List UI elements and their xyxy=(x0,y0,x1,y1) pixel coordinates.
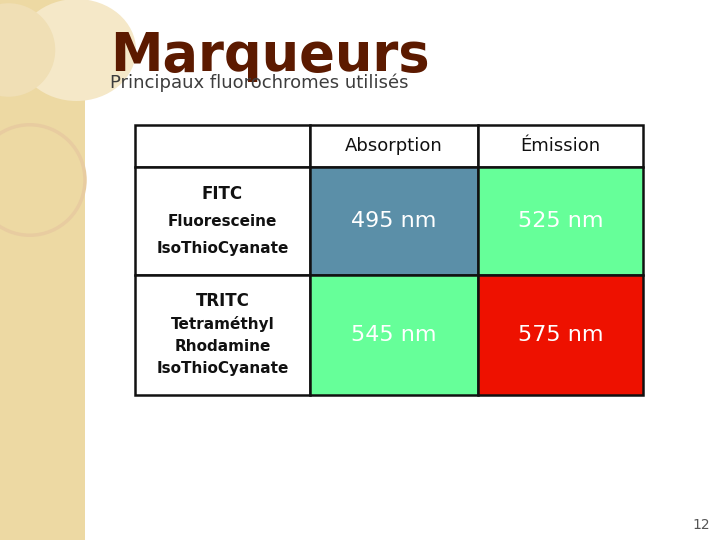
Text: 12: 12 xyxy=(693,518,710,532)
Ellipse shape xyxy=(17,0,136,101)
Bar xyxy=(310,125,478,167)
Text: 525 nm: 525 nm xyxy=(518,211,603,231)
Bar xyxy=(478,275,643,395)
Text: Rhodamine: Rhodamine xyxy=(174,339,271,354)
Text: IsoThioCyanate: IsoThioCyanate xyxy=(156,361,289,376)
Bar xyxy=(478,125,643,167)
Text: Principaux fluorochromes utilisés: Principaux fluorochromes utilisés xyxy=(110,73,408,91)
Circle shape xyxy=(0,3,55,97)
Text: IsoThioCyanate: IsoThioCyanate xyxy=(156,240,289,255)
Text: TRITC: TRITC xyxy=(196,292,249,310)
Text: 545 nm: 545 nm xyxy=(351,325,437,345)
Bar xyxy=(310,275,478,395)
Bar xyxy=(135,275,310,395)
Text: Marqueurs: Marqueurs xyxy=(110,30,430,82)
Text: Émission: Émission xyxy=(521,137,600,155)
Text: Absorption: Absorption xyxy=(345,137,443,155)
Bar xyxy=(135,125,310,167)
Bar xyxy=(0,0,85,540)
Text: Fluoresceine: Fluoresceine xyxy=(168,213,277,228)
Text: 495 nm: 495 nm xyxy=(351,211,437,231)
Text: FITC: FITC xyxy=(202,185,243,203)
Bar xyxy=(135,167,310,275)
Text: Tetraméthyl: Tetraméthyl xyxy=(171,316,274,332)
Bar xyxy=(478,167,643,275)
Bar xyxy=(310,167,478,275)
Text: 575 nm: 575 nm xyxy=(518,325,603,345)
